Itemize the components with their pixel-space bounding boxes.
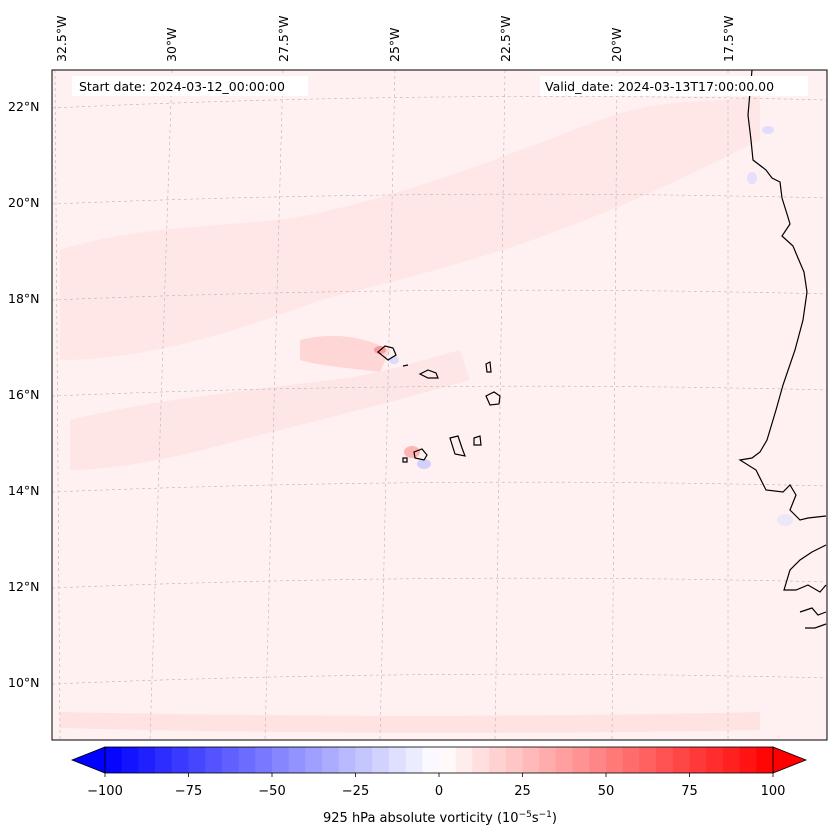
colorbar-cell <box>255 747 273 773</box>
colorbar-cell <box>288 747 306 773</box>
colorbar-cell <box>706 747 724 773</box>
lon-label-25w: 25°W <box>387 27 402 62</box>
lat-label-18n: 18°N <box>8 291 40 306</box>
colorbar-cell <box>322 747 340 773</box>
colorbar-cell <box>171 747 190 773</box>
cb-tick-label: 0 <box>435 784 443 799</box>
colorbar-cell <box>105 747 123 773</box>
colorbar-cell <box>572 747 590 773</box>
graticule <box>51 69 828 741</box>
colorbar-cell <box>422 747 440 773</box>
colorbar-cell <box>489 747 507 773</box>
colorbar-cell <box>439 747 457 773</box>
cb-tick-label: 25 <box>514 784 531 799</box>
colorbar-cell <box>355 747 373 773</box>
colorbar-cell <box>388 747 407 773</box>
valid-date-box <box>540 76 808 96</box>
valid-date-text: Valid_date: 2024-03-13T17:00:00.00 <box>545 79 774 94</box>
colorbar-ticks <box>104 773 774 777</box>
colorbar-cell <box>606 747 624 773</box>
colorbar-cell <box>505 747 524 773</box>
colorbar-cell <box>121 747 139 773</box>
cb-tick-label: −25 <box>342 784 369 799</box>
lon-label-17-5w: 17.5°W <box>721 16 736 62</box>
colorbar-cell <box>272 747 290 773</box>
colorbar-cell <box>539 747 557 773</box>
start-date-text: Start date: 2024-03-12_00:00:00 <box>79 79 285 94</box>
colorbar-cell <box>639 747 657 773</box>
cb-tick-label: 75 <box>681 784 698 799</box>
colorbar-cell <box>221 747 240 773</box>
colorbar-cell <box>472 747 490 773</box>
cb-tick-label: −100 <box>87 784 123 799</box>
colorbar-cell <box>722 747 741 773</box>
colorbar-cell <box>522 747 540 773</box>
colorbar-cell <box>338 747 357 773</box>
colorbar-cell <box>138 747 156 773</box>
colorbar-cell <box>756 747 774 773</box>
colorbar-cell <box>672 747 691 773</box>
colorbar-label: 925 hPa absolute vorticity (10−5s−1) <box>323 810 557 826</box>
colorbar-cell <box>205 747 223 773</box>
lat-label-12n: 12°N <box>8 579 40 594</box>
lat-label-10n: 10°N <box>8 675 40 690</box>
colorbar-cell <box>405 747 423 773</box>
colorbar-cell <box>555 747 574 773</box>
colorbar-cells <box>105 747 774 773</box>
lat-label-20n: 20°N <box>8 195 40 210</box>
lat-label-22n: 22°N <box>8 99 40 114</box>
colorbar-cell <box>739 747 757 773</box>
colorbar-cell <box>238 747 256 773</box>
latitude-labels: 22°N 20°N 18°N 16°N 14°N 12°N 10°N <box>8 99 40 690</box>
lat-label-14n: 14°N <box>8 483 40 498</box>
map-frame <box>51 69 828 741</box>
colorbar-cell <box>656 747 674 773</box>
lon-label-32-5w: 32.5°W <box>54 16 69 62</box>
cape-verde-islands <box>377 345 501 463</box>
start-date-box <box>72 76 308 96</box>
colorbar-cell <box>188 747 206 773</box>
cb-tick-label: −50 <box>258 784 285 799</box>
lon-label-30w: 30°W <box>164 27 179 62</box>
lon-label-27-5w: 27.5°W <box>276 16 291 62</box>
cb-tick-label: −75 <box>175 784 202 799</box>
colorbar-cell <box>155 747 173 773</box>
coastline-africa <box>738 69 827 629</box>
colorbar: −100 −75 −50 −25 0 25 50 75 100 925 hPa … <box>70 746 808 826</box>
colorbar-tick-labels: −100 −75 −50 −25 0 25 50 75 100 <box>87 784 785 799</box>
lon-label-22-5w: 22.5°W <box>498 16 513 62</box>
colorbar-cell <box>589 747 607 773</box>
lon-label-20w: 20°W <box>609 27 624 62</box>
map-panel: Start date: 2024-03-12_00:00:00 Valid_da… <box>51 69 828 741</box>
lat-label-16n: 16°N <box>8 387 40 402</box>
colorbar-min-extend <box>70 746 106 774</box>
cb-tick-label: 50 <box>598 784 615 799</box>
colorbar-cell <box>305 747 323 773</box>
colorbar-cell <box>622 747 640 773</box>
colorbar-cell <box>455 747 473 773</box>
colorbar-max-extend <box>772 746 808 774</box>
longitude-labels: 32.5°W 30°W 27.5°W 25°W 22.5°W 20°W 17.5… <box>54 16 736 62</box>
vorticity-field-features <box>60 90 793 733</box>
colorbar-cell <box>689 747 707 773</box>
cb-tick-label: 100 <box>761 784 786 799</box>
colorbar-cell <box>372 747 390 773</box>
